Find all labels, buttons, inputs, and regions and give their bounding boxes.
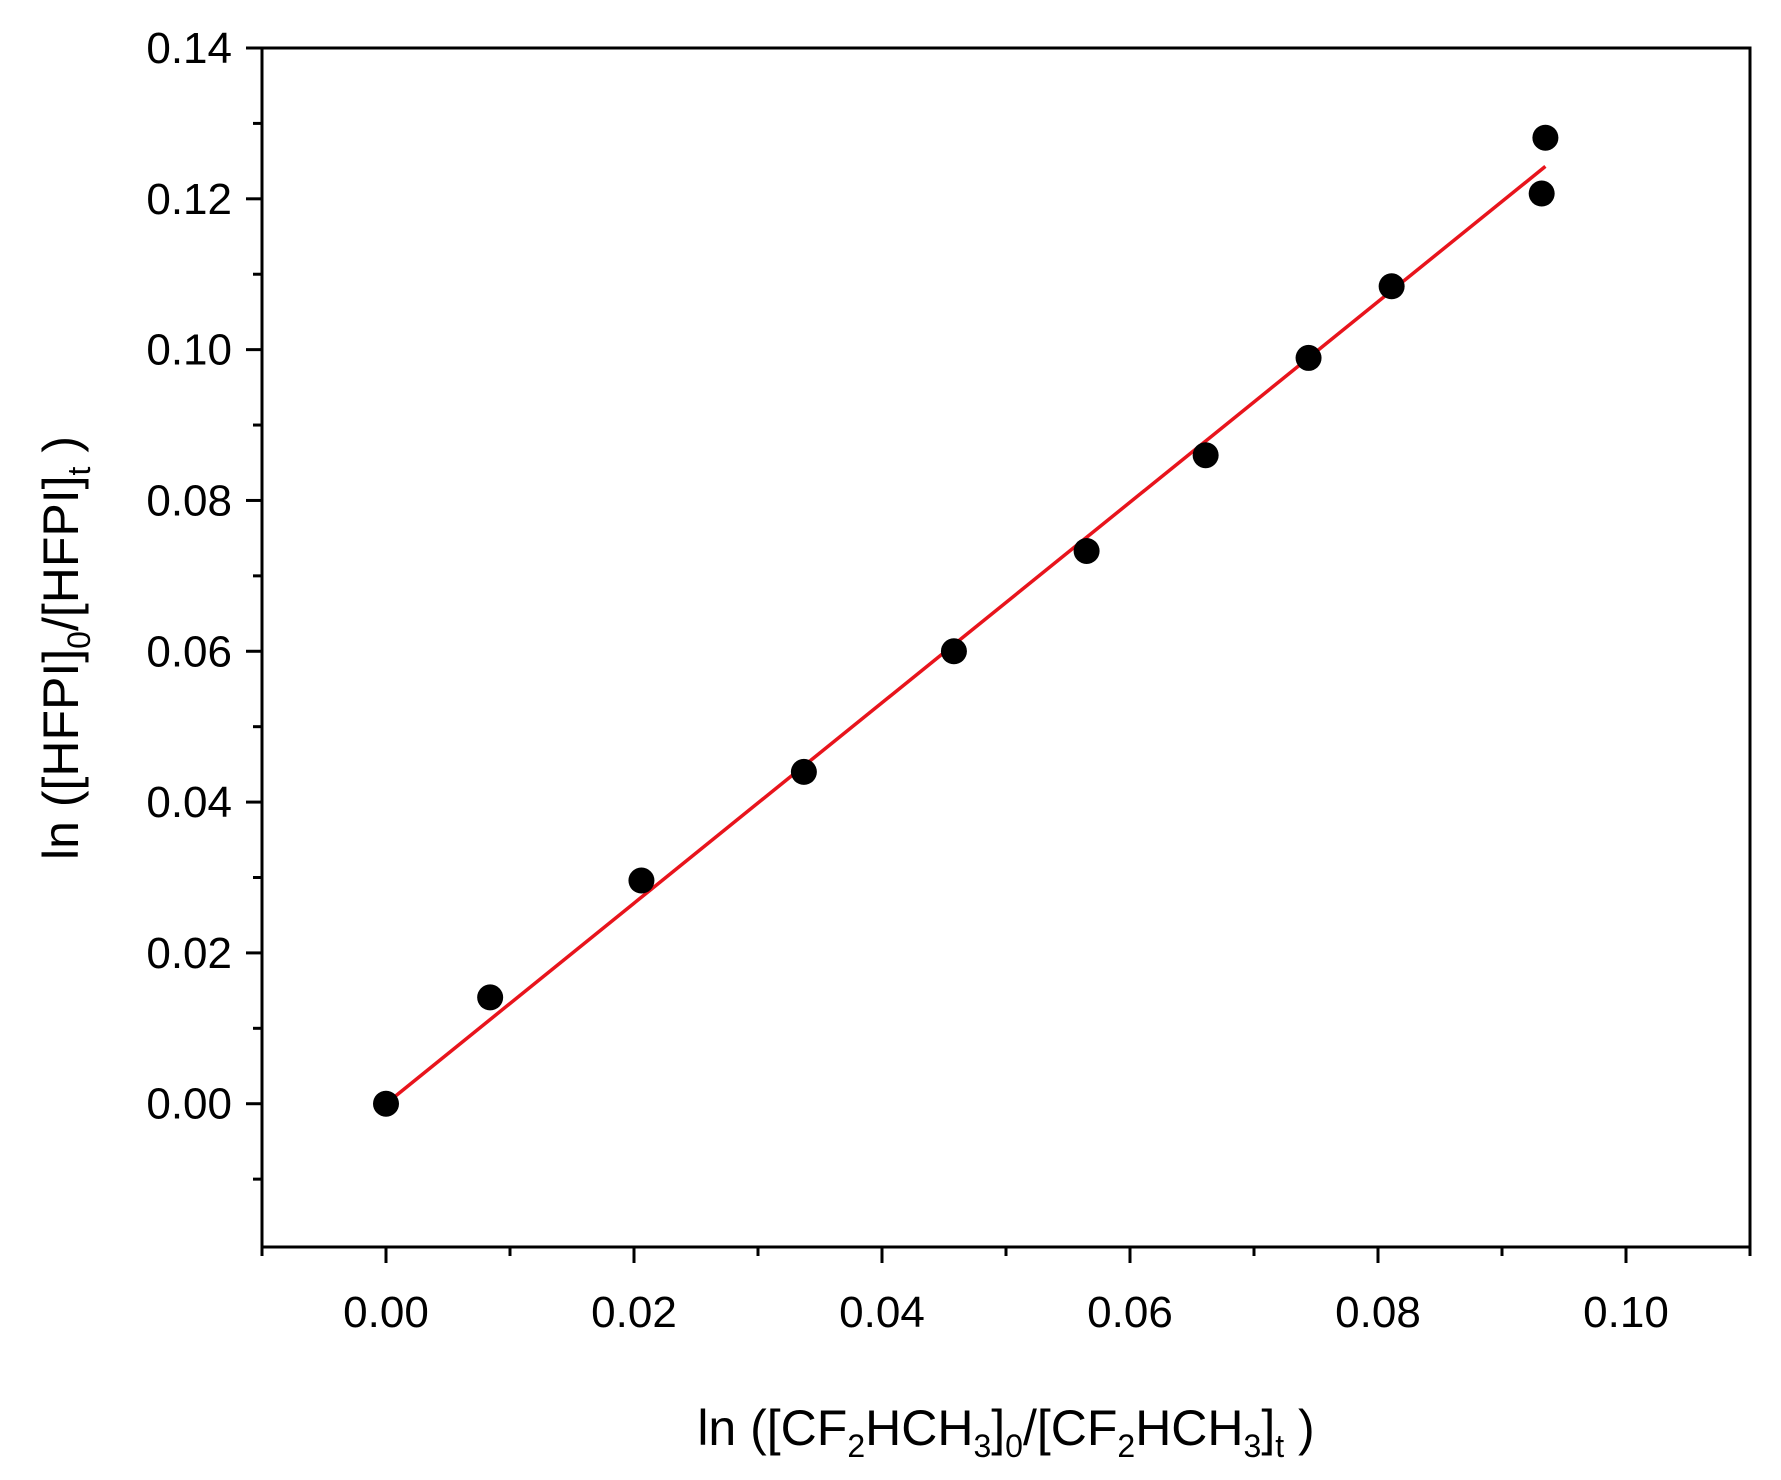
- axis-title-subscript: 2: [847, 1428, 865, 1464]
- y-tick-label: 0.00: [146, 1080, 232, 1129]
- data-point: [1073, 537, 1100, 564]
- fit-line-layer: [384, 165, 1547, 1106]
- axis-title-part: /[HFPI]: [33, 475, 89, 631]
- data-point: [1532, 124, 1559, 151]
- x-tick-label: 0.04: [839, 1288, 925, 1337]
- data-points-layer: [373, 124, 1559, 1117]
- y-tick-label: 0.04: [146, 778, 232, 827]
- x-tick-label: 0.10: [1583, 1288, 1669, 1337]
- y-tick-label: 0.10: [146, 326, 232, 375]
- data-point: [628, 867, 655, 894]
- axis-title-subscript: 3: [973, 1428, 991, 1464]
- data-point: [373, 1090, 399, 1117]
- axis-title-part: ]: [1261, 1400, 1275, 1456]
- axis-title-part: ]: [991, 1400, 1005, 1456]
- y-tick-label: 0.06: [146, 627, 232, 676]
- axis-title-part: /[CF: [1023, 1400, 1117, 1456]
- axis-title-part: ln ([HFPI]: [33, 649, 89, 860]
- axis-title-subscript: t: [1275, 1428, 1284, 1464]
- data-point: [1192, 442, 1219, 469]
- x-tick-label: 0.08: [1335, 1288, 1421, 1337]
- axis-title-part: ): [1284, 1400, 1315, 1456]
- y-tick-label: 0.02: [146, 929, 232, 978]
- linear-fit-line: [384, 165, 1547, 1106]
- axis-title-subscript: 0: [61, 631, 97, 649]
- axis-title-part: HCH: [865, 1400, 973, 1456]
- data-point: [1295, 344, 1322, 371]
- y-axis-title: ln ([HFPI]0/[HFPI]t ): [33, 436, 97, 860]
- data-point: [477, 984, 504, 1011]
- axis-title-part: ): [33, 436, 89, 467]
- axis-title-subscript: t: [61, 466, 97, 475]
- axis-title-part: ln ([CF: [697, 1400, 847, 1456]
- y-tick-label: 0.14: [146, 24, 232, 73]
- axis-title-part: HCH: [1135, 1400, 1243, 1456]
- x-tick-label: 0.02: [591, 1288, 677, 1337]
- axis-title-subscript: 3: [1244, 1428, 1262, 1464]
- y-axis-ticks: 0.00 0.02 0.04 0.06 0.08 0.10 0.12 0.14: [146, 24, 262, 1181]
- x-tick-label: 0.00: [343, 1288, 429, 1337]
- data-point: [1378, 273, 1405, 300]
- x-axis-ticks: 0.00 0.02 0.04 0.06 0.08 0.10: [260, 1247, 1752, 1337]
- axis-title-subscript: 2: [1117, 1428, 1135, 1464]
- x-axis-title: ln ([CF2HCH3]0/[CF2HCH3]t ): [697, 1400, 1314, 1464]
- y-tick-label: 0.12: [146, 175, 232, 224]
- y-tick-label: 0.08: [146, 476, 232, 525]
- data-point: [790, 758, 817, 785]
- axis-title-subscript: 0: [1005, 1428, 1023, 1464]
- data-point: [1528, 180, 1555, 207]
- data-point: [940, 638, 967, 665]
- x-tick-label: 0.06: [1087, 1288, 1173, 1337]
- plot-frame: [260, 46, 1752, 1249]
